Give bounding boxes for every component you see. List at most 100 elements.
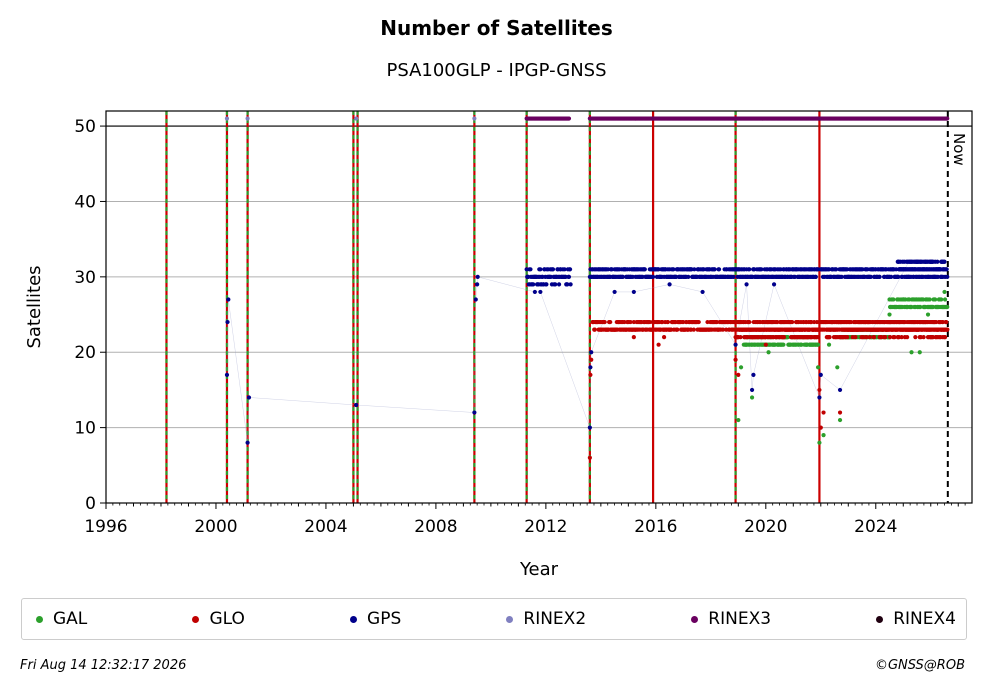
point-gal-10 [817, 440, 822, 445]
point-glo-r2-197 [932, 319, 937, 325]
point-gal-14 [837, 417, 843, 423]
point-gps-r0-69 [562, 267, 567, 272]
point-gal-21 [917, 350, 922, 355]
chart-subtitle: PSA100GLP - IPGP-GNSS [386, 60, 607, 81]
point-gps-r0-77 [566, 274, 572, 279]
point-glo-r2-79 [867, 335, 872, 340]
point-glo-r2-162 [913, 335, 918, 340]
x-tick-label-2008: 2008 [414, 517, 457, 537]
point-gal-18 [887, 312, 892, 317]
x-tick-label-2016: 2016 [634, 517, 677, 537]
point-glo-r2-53 [853, 335, 858, 340]
legend-label-glo: GLO [209, 609, 245, 629]
point-gps-r2-38 [839, 274, 844, 279]
point-glo-4 [598, 327, 603, 332]
point-gal-0 [736, 417, 741, 423]
point-gps-15 [612, 289, 617, 295]
point-gps-25 [818, 372, 823, 377]
legend-marker-gal [36, 615, 43, 623]
x-tick-label-1996: 1996 [84, 517, 127, 537]
x-tick-label-2020: 2020 [744, 517, 787, 537]
point-gps-r3-85 [942, 259, 947, 264]
point-gps-3 [245, 440, 250, 445]
plot-frame [105, 110, 973, 504]
legend-marker-rinex4 [876, 615, 884, 623]
y-axis-label: Satellites [24, 265, 45, 348]
point-glo-r0-193 [696, 319, 701, 325]
point-glo-r2-32 [841, 319, 846, 325]
point-glo-r2-158 [911, 319, 916, 325]
point-glo-r2-138 [900, 319, 905, 325]
point-gps-r1-290 [747, 267, 752, 272]
point-gps-20 [744, 282, 749, 287]
point-glo-r1-150 [815, 335, 821, 340]
point-glo-r2-106 [882, 319, 887, 325]
legend-label-gal: GAL [53, 609, 88, 629]
point-glo-r2-68 [861, 327, 866, 332]
point-glo-8 [661, 335, 667, 340]
axes: 0 10 20 30 40 50 1996 2000 2004 2008 2012 2016 2020 2… [74, 117, 966, 537]
point-gps-r2-91 [868, 274, 873, 279]
point-glo-16 [821, 410, 826, 415]
point-gps-r3-72 [935, 259, 940, 264]
point-gps-r3-57 [927, 267, 932, 272]
point-gps-r2-230 [945, 274, 950, 279]
point-glo-r1-149 [815, 327, 820, 332]
legend-item-glo: GLO [192, 609, 245, 629]
x-tick-label-2004: 2004 [304, 517, 347, 537]
point-gps-r2-107 [877, 274, 882, 279]
point-gps-r0-12 [531, 282, 536, 287]
point-gal-20 [909, 350, 914, 355]
point-gal-r0-80 [785, 335, 790, 340]
point-gal-19 [901, 297, 906, 302]
point-gps-2 [226, 297, 231, 302]
y-tick-label-40: 40 [74, 192, 96, 212]
point-gal-11 [821, 433, 826, 438]
legend-item-rinex2: RINEX2 [506, 609, 586, 629]
point-glo-r2-39 [845, 319, 850, 325]
series-gal [736, 289, 950, 445]
point-glo-19 [914, 327, 920, 332]
point-glo-r2-6 [827, 335, 832, 340]
point-glo-r0-184 [691, 327, 696, 332]
point-glo-1 [588, 372, 593, 377]
chart-title: Number of Satellites [380, 16, 613, 40]
point-glo-r1-9 [738, 335, 743, 340]
point-glo-13 [763, 342, 768, 347]
legend-item-rinex4: RINEX4 [876, 609, 956, 629]
point-glo-r2-38 [845, 335, 850, 340]
point-gal-r0-135 [815, 342, 821, 347]
x-tick-label-2000: 2000 [194, 517, 237, 537]
point-glo-r0-137 [665, 319, 671, 325]
point-glo-9 [681, 327, 686, 332]
point-glo-r2-73 [864, 335, 869, 340]
point-gps-r1-115 [650, 274, 656, 279]
point-gps-11 [538, 289, 543, 295]
point-gps-10 [532, 289, 537, 295]
point-gal-24 [942, 289, 947, 295]
series-glo [587, 319, 950, 460]
point-gps-5 [354, 402, 359, 408]
point-glo-10 [733, 357, 738, 362]
point-gps-r0-25 [538, 267, 543, 272]
legend-item-gal: GAL [36, 609, 87, 629]
point-glo-14 [817, 387, 822, 393]
point-gps-21 [749, 387, 755, 393]
point-rinex2-0 [224, 116, 230, 121]
y-tick-label-30: 30 [74, 268, 96, 288]
point-glo-r2-147 [905, 335, 910, 340]
point-glo-r2-180 [923, 319, 928, 325]
point-gps-r0-48 [550, 267, 556, 272]
now-label: Now [950, 133, 968, 166]
point-gps-r0-7 [528, 267, 533, 272]
legend-label-rinex2: RINEX2 [523, 609, 587, 629]
point-glo-r0-363 [790, 319, 795, 325]
point-glo-r2-218 [944, 319, 949, 325]
point-gps-22 [751, 372, 756, 377]
point-gps-r1-411 [813, 274, 818, 279]
point-glo-r2-93 [875, 319, 880, 325]
point-glo-r2-220 [945, 327, 950, 332]
point-gps-19 [733, 342, 738, 347]
point-gps-16 [631, 289, 636, 295]
